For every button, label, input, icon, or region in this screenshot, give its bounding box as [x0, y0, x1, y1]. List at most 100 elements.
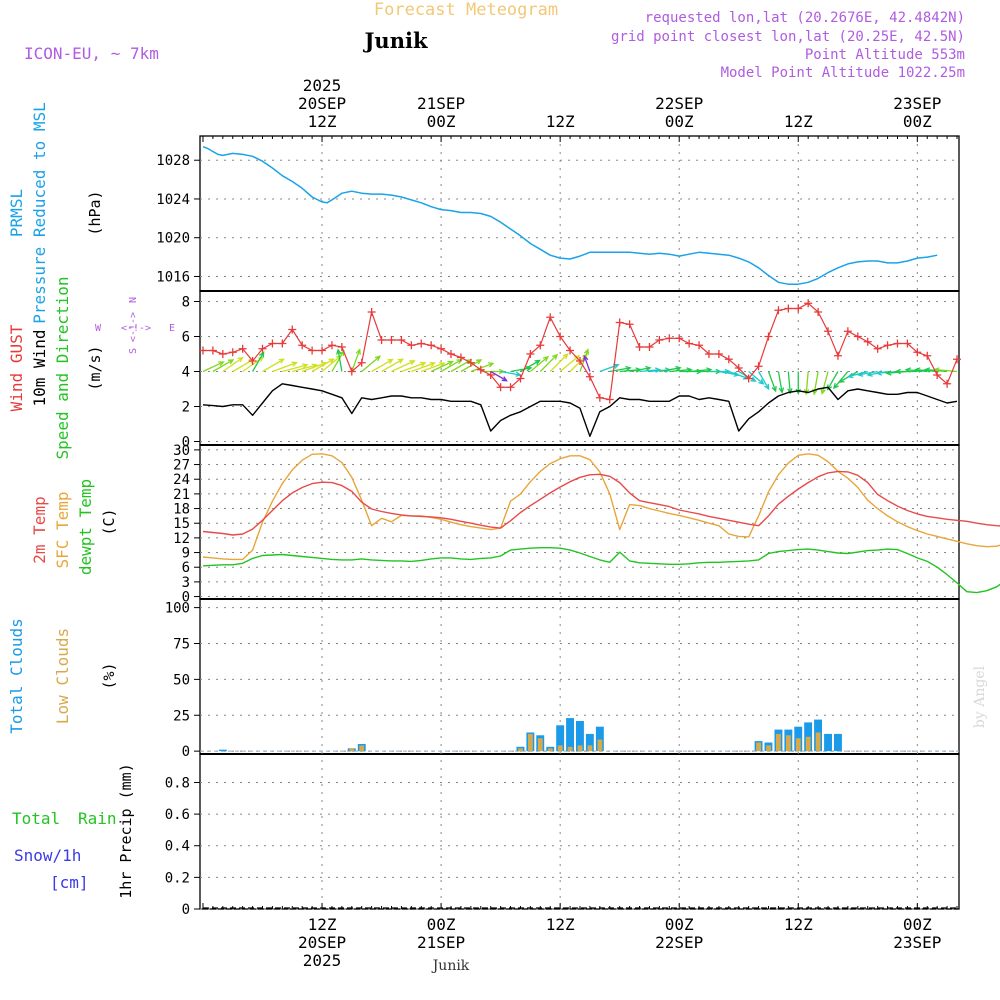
time-tick-label-bottom: 22SEP [655, 933, 703, 952]
wind-arrow-head [787, 388, 793, 395]
gust-marker [685, 339, 694, 348]
label-10m-wind: 10m Wind [30, 329, 49, 406]
wind-arrow-head [613, 363, 620, 369]
label-total: Total [12, 809, 60, 828]
y-tick-label: 0 [182, 744, 190, 760]
gust-marker [734, 364, 743, 372]
wind-arrow-head [291, 361, 298, 367]
gust-marker [546, 313, 555, 322]
wind-arrow-head [397, 358, 405, 364]
panel-frame [199, 753, 960, 910]
label-wind-gust: Wind GUST [7, 324, 26, 411]
label-snow: Snow/1h [14, 846, 81, 865]
wind-arrow [421, 362, 445, 373]
low-cloud-bar [537, 738, 543, 752]
gust-marker [516, 374, 525, 383]
low-cloud-bar [577, 745, 583, 752]
low-cloud-bar [766, 745, 771, 752]
panel-labels: PRMSL Pressure Reduced to MSL (hPa) Wind GU… [7, 102, 175, 899]
label-percent: (%) [100, 662, 118, 689]
gust-marker [496, 383, 505, 392]
total-cloud-bar [595, 726, 604, 752]
wind-arrow-head [838, 377, 845, 383]
compass-north: N [128, 297, 139, 303]
gust-marker [506, 383, 515, 392]
gust-marker [833, 351, 842, 360]
wind-arrow [430, 360, 453, 373]
wind-arrow-head [475, 359, 483, 365]
label-ms: (m/s) [86, 345, 104, 390]
label-sfc-temp: SFC Temp [53, 491, 72, 568]
gust-marker [814, 308, 823, 316]
wind-arrow-head [420, 361, 427, 367]
gust-marker [774, 306, 783, 315]
gust-marker [476, 365, 485, 374]
wind-arrow [321, 355, 342, 372]
wind-arrow [252, 352, 265, 372]
y-tick-label: 0.4 [165, 839, 190, 855]
wind-arrow-head [875, 370, 883, 376]
wind-arrow-head [625, 365, 632, 372]
gust-marker [347, 367, 356, 376]
gust-marker [863, 337, 872, 346]
gust-marker [337, 343, 346, 351]
clouds-panel [200, 718, 959, 752]
wind-arrow-head [259, 351, 265, 358]
wind-arrow-head [866, 371, 873, 377]
label-cm: [cm] [50, 873, 89, 892]
gust-marker [377, 336, 386, 344]
y-tick-label: 30 [173, 443, 190, 459]
gust-marker [645, 343, 654, 351]
compass-south: S [128, 348, 139, 354]
gust-marker [585, 372, 594, 381]
wind-arrow-head [820, 388, 826, 395]
wind-arrow [767, 371, 777, 392]
y-tick-label: 12 [173, 531, 190, 547]
gust-marker [466, 358, 475, 367]
y-tick-label: 24 [173, 472, 190, 488]
series-line-wind-gust [203, 302, 958, 401]
time-tick-label-bottom: 12Z [546, 915, 575, 934]
temperature-panel [202, 453, 1000, 594]
wind-arrow-head [826, 384, 833, 391]
wind-arrow-head [803, 388, 810, 396]
time-tick-label-top: 23SEP [893, 94, 941, 113]
y-tick-label: 0 [182, 590, 190, 606]
wind-arrow-head [833, 383, 839, 390]
compass-west: W [95, 323, 102, 334]
y-tick-label: 50 [173, 672, 190, 688]
series-line-10m-wind [202, 383, 958, 437]
wind-arrow [292, 364, 317, 373]
total-cloud-bar [576, 721, 584, 752]
wind-arrow-head [542, 355, 550, 362]
grid-point-coords: grid point closest lon,lat (20.25E, 42.5… [611, 29, 965, 45]
time-tick-label-top: 00Z [665, 112, 694, 131]
gust-marker [804, 299, 813, 308]
gust-marker [913, 348, 922, 357]
gust-marker [447, 350, 456, 358]
wind-arrow [262, 358, 284, 373]
gust-marker [933, 371, 942, 379]
wind-arrow [529, 356, 549, 372]
wind-arrow [301, 362, 327, 373]
wind-arrow [639, 369, 660, 373]
gust-marker [367, 308, 376, 316]
wind-arrow [470, 362, 494, 373]
time-tick-label-top: 21SEP [417, 94, 465, 113]
gust-marker [218, 350, 227, 358]
gust-marker [784, 304, 793, 313]
wind-arrow [858, 370, 878, 376]
y-tick-label: 6 [182, 560, 190, 576]
total-cloud-bar [585, 733, 594, 752]
time-tick-label-top: 00Z [427, 112, 456, 131]
gust-marker [228, 348, 237, 357]
wind-arrow [805, 371, 809, 394]
y-tick-label: 6 [182, 330, 190, 346]
wind-arrow [450, 359, 472, 373]
gust-marker [615, 318, 624, 327]
gust-marker [417, 339, 426, 348]
gust-marker [536, 341, 545, 350]
compass-ew-arrow: <-!-> [121, 323, 151, 334]
low-cloud-bar [587, 745, 593, 752]
label-speed-direction: Speed and Direction [53, 276, 72, 459]
